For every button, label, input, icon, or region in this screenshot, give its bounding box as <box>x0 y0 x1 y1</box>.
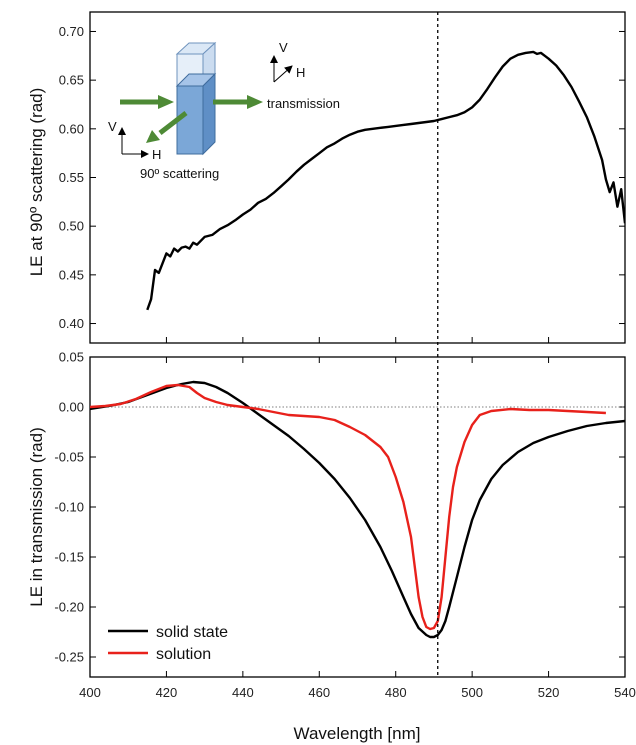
xtick-label: 440 <box>232 685 254 700</box>
transmission-polarization-axes: V H <box>270 40 305 83</box>
xtick-label: 460 <box>308 685 330 700</box>
xtick-label: 500 <box>461 685 483 700</box>
xtick-label: 480 <box>385 685 407 700</box>
legend: solid state solution <box>108 624 228 663</box>
cuvette <box>175 41 217 156</box>
x-axis-title: Wavelength [nm] <box>294 724 421 743</box>
scattering-arrow <box>146 111 188 143</box>
top-ytick-label: 0.40 <box>59 316 84 331</box>
bottom-series-layer <box>90 380 625 639</box>
top-ytick-label: 0.50 <box>59 219 84 234</box>
top-series-layer <box>146 50 625 311</box>
bottom-y-axis: 0.05 0.00 -0.05 -0.10 -0.15 -0.20 -0.25 <box>54 350 625 665</box>
top-ytick-label: 0.45 <box>59 267 84 282</box>
scattering-polarization-axes: V H <box>108 119 161 162</box>
top-y-axis-title: LE at 90º scattering (rad) <box>27 88 46 277</box>
top-ytick-label: 0.65 <box>59 73 84 88</box>
top-ytick-label: 0.55 <box>59 170 84 185</box>
scattering-h-label: H <box>152 147 161 162</box>
bottom-ytick-label: 0.05 <box>59 350 84 365</box>
bottom-plot-frame <box>89 356 626 678</box>
incident-arrow <box>120 95 174 109</box>
legend-label-solution: solution <box>156 646 211 663</box>
bottom-panel: 0.05 0.00 -0.05 -0.10 -0.15 -0.20 -0.25 400 420… <box>27 350 636 744</box>
top-panel: 0.40 0.45 0.50 0.55 0.60 0.65 0.70 LE at 90º s… <box>27 11 626 344</box>
transmission-h-label: H <box>296 65 305 80</box>
xtick-label: 520 <box>538 685 560 700</box>
top-line-series-0 <box>146 50 625 311</box>
bottom-y-axis-title: LE in transmission (rad) <box>27 427 46 607</box>
bottom-ytick-label: -0.20 <box>54 600 84 615</box>
legend-label-solid-state: solid state <box>156 624 228 641</box>
bottom-ytick-label: -0.15 <box>54 550 84 565</box>
bottom-ytick-label: 0.00 <box>59 400 84 415</box>
bottom-line-solution <box>90 383 606 631</box>
transmission-arrow <box>213 95 263 109</box>
bottom-ytick-label: -0.05 <box>54 450 84 465</box>
xtick-label: 540 <box>614 685 636 700</box>
bottom-line-solid-state <box>90 380 625 639</box>
scattering-v-label: V <box>108 119 117 134</box>
bottom-ytick-label: -0.10 <box>54 500 84 515</box>
x-axis: 400 420 440 460 480 500 520 540 <box>79 357 636 700</box>
top-ytick-label: 0.60 <box>59 121 84 136</box>
transmission-v-label: V <box>279 40 288 55</box>
transmission-label: transmission <box>267 96 340 111</box>
xtick-label: 420 <box>156 685 178 700</box>
scattering-label: 90º scattering <box>140 166 219 181</box>
inset-schematic: V H transmission V H 90º scattering <box>108 40 340 181</box>
xtick-label: 400 <box>79 685 101 700</box>
top-ytick-label: 0.70 <box>59 24 84 39</box>
top-y-axis: 0.40 0.45 0.50 0.55 0.60 0.65 0.70 <box>59 24 626 343</box>
bottom-ytick-label: -0.25 <box>54 650 84 665</box>
